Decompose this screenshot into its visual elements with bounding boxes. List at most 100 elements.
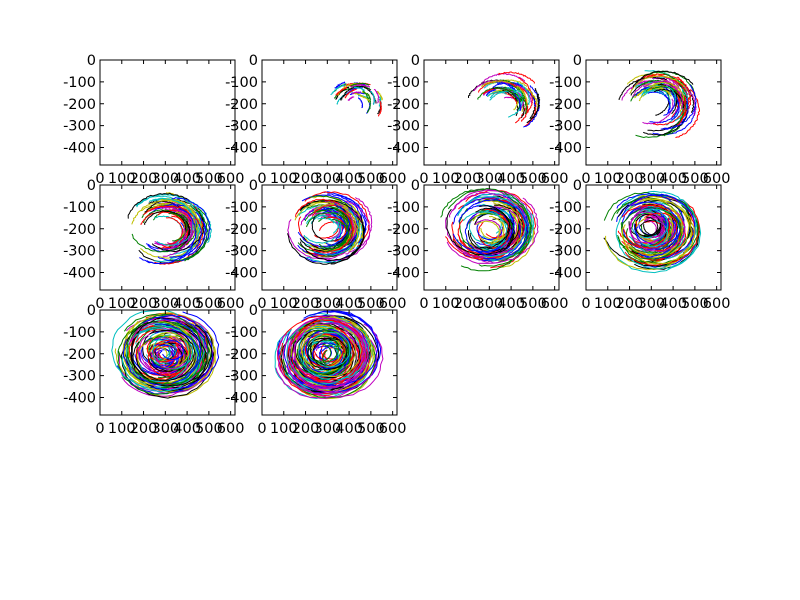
x-tick-label: 400 (497, 171, 525, 187)
series-line (642, 98, 674, 125)
series-line (339, 93, 347, 101)
series-line (634, 216, 659, 237)
series-line (335, 86, 348, 96)
series-line (445, 216, 526, 261)
series-line (377, 100, 383, 117)
y-tick-label: -300 (225, 369, 258, 385)
series-line (615, 202, 702, 269)
x-tick-label: 600 (217, 296, 245, 312)
series-line (474, 199, 528, 260)
series-line (291, 319, 363, 382)
axes-frame (261, 309, 398, 416)
x-tick-label: 300 (475, 296, 503, 312)
series-line (514, 93, 522, 111)
series-line (663, 83, 684, 110)
x-tick-label: 100 (108, 421, 136, 437)
x-tick-label: 100 (432, 296, 460, 312)
series-line (353, 86, 366, 91)
series-line (457, 199, 521, 254)
y-tick-label: -100 (549, 75, 582, 91)
series-group (603, 190, 702, 274)
series-line (131, 324, 213, 387)
y-tick-label: 0 (573, 53, 582, 69)
x-tick-label: 0 (419, 296, 428, 312)
x-tick-label: 500 (357, 421, 385, 437)
x-tick-label: 100 (270, 421, 298, 437)
series-line (344, 86, 362, 94)
axes-frame (261, 184, 398, 291)
series-line (350, 82, 370, 87)
y-tick-label: -400 (63, 391, 96, 407)
series-line (485, 89, 497, 97)
series-line (287, 215, 366, 265)
x-tick-label: 400 (173, 296, 201, 312)
series-line (291, 321, 378, 394)
series-group (440, 187, 539, 272)
series-line (481, 197, 539, 264)
series-line (635, 73, 685, 85)
series-line (478, 198, 533, 267)
x-tick-label: 200 (454, 171, 482, 187)
y-tick-label: -200 (549, 97, 582, 113)
x-tick-label: 100 (108, 296, 136, 312)
series-line (366, 92, 372, 113)
x-tick-label: 600 (379, 296, 407, 312)
series-line (456, 224, 512, 258)
series-line (624, 199, 700, 266)
x-tick-label: 400 (335, 296, 363, 312)
series-line (487, 91, 507, 98)
x-tick-label: 300 (151, 171, 179, 187)
series-line (641, 218, 662, 236)
x-tick-label: 200 (130, 296, 158, 312)
series-line (122, 318, 202, 386)
series-line (358, 97, 364, 109)
x-tick-label: 400 (173, 421, 201, 437)
x-tick-label: 300 (637, 171, 665, 187)
series-line (655, 88, 670, 116)
y-tick-label: -200 (549, 222, 582, 238)
series-line (311, 331, 357, 370)
series-line (621, 194, 696, 260)
series-line (647, 91, 671, 114)
series-line (623, 213, 678, 249)
x-tick-label: 100 (270, 296, 298, 312)
series-line (621, 213, 696, 265)
axes-frame (423, 59, 560, 166)
series-line (452, 210, 515, 253)
series-line (144, 210, 187, 237)
series-line (318, 218, 350, 250)
series-group (330, 81, 384, 117)
y-tick-label: 0 (249, 303, 258, 319)
series-line (621, 207, 683, 260)
series-line (162, 340, 185, 361)
y-tick-label: -200 (387, 97, 420, 113)
x-tick-label: 500 (195, 296, 223, 312)
x-tick-label: 0 (95, 296, 104, 312)
y-tick-label: -200 (225, 97, 258, 113)
series-line (629, 75, 688, 95)
series-line (306, 204, 352, 248)
series-line (168, 212, 188, 242)
series-line (330, 84, 347, 96)
x-tick-label: 500 (519, 296, 547, 312)
y-tick-label: 0 (573, 178, 582, 194)
series-line (333, 87, 353, 99)
x-tick-label: 600 (217, 421, 245, 437)
series-line (146, 336, 179, 363)
axes-frame (99, 309, 236, 416)
series-line (524, 87, 539, 111)
series-line (121, 326, 200, 393)
y-tick-label: -100 (63, 200, 96, 216)
series-line (337, 82, 357, 96)
series-line (148, 197, 196, 220)
series-line (370, 90, 376, 106)
series-line (307, 212, 341, 241)
series-line (630, 206, 686, 252)
x-tick-label: 400 (335, 171, 363, 187)
series-line (334, 81, 346, 89)
x-tick-label: 400 (497, 296, 525, 312)
x-tick-label: 600 (703, 171, 731, 187)
y-tick-label: -100 (63, 75, 96, 91)
